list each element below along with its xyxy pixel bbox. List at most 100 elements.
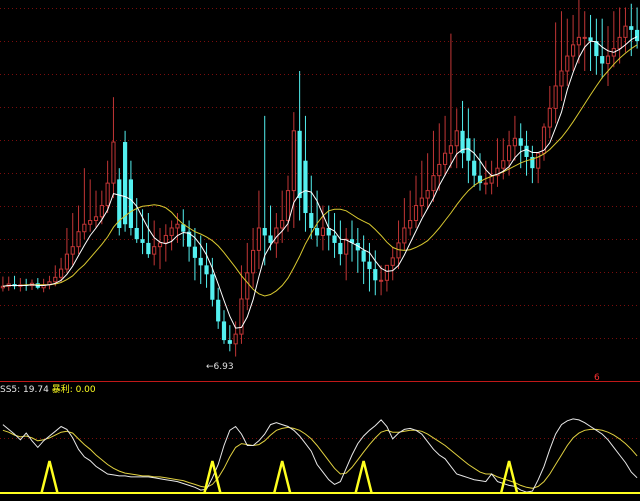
candle bbox=[88, 179, 93, 232]
candle-body-up bbox=[239, 298, 244, 335]
candle-body-down bbox=[472, 160, 477, 176]
candle bbox=[169, 220, 174, 251]
candle bbox=[437, 123, 442, 191]
indicator-signal-line bbox=[2, 426, 638, 489]
candle-body-down bbox=[303, 160, 308, 214]
candle-body-down bbox=[192, 246, 198, 258]
candle-body-up bbox=[233, 333, 238, 345]
candle-body-up bbox=[58, 268, 64, 278]
candle-body-down bbox=[122, 142, 128, 225]
candle-body-up bbox=[582, 36, 587, 39]
candle-body-up bbox=[93, 216, 99, 222]
indicator-ss5-line bbox=[2, 418, 638, 493]
candle-body-up bbox=[320, 227, 326, 236]
candle-body-up bbox=[501, 160, 506, 169]
candle-body-up bbox=[378, 279, 384, 282]
candle-body-up bbox=[431, 175, 436, 192]
candle bbox=[472, 138, 477, 187]
candle bbox=[634, 7, 640, 49]
candle-body-down bbox=[297, 130, 302, 199]
candle bbox=[617, 7, 622, 64]
candle bbox=[477, 153, 483, 191]
candle-body-down bbox=[134, 227, 139, 240]
candle bbox=[425, 153, 430, 210]
candle bbox=[506, 130, 512, 176]
candle-body-down bbox=[146, 242, 151, 255]
candle bbox=[565, 18, 570, 86]
indicator-name: SS5: bbox=[0, 385, 24, 395]
candle bbox=[204, 242, 209, 288]
candle bbox=[524, 130, 529, 176]
candle bbox=[413, 175, 419, 228]
candle bbox=[489, 160, 494, 195]
candle bbox=[408, 190, 413, 236]
candle-body-down bbox=[460, 130, 465, 154]
candle-body-down bbox=[332, 235, 337, 243]
candle bbox=[245, 242, 250, 311]
candle bbox=[367, 242, 372, 292]
candle bbox=[134, 198, 139, 243]
candle-body-up bbox=[442, 152, 448, 165]
candle bbox=[559, 11, 564, 101]
candle-body-up bbox=[483, 182, 488, 185]
candle-body-down bbox=[198, 257, 203, 266]
candle bbox=[216, 287, 221, 329]
candle-body-down bbox=[268, 235, 273, 243]
candle bbox=[547, 85, 552, 139]
candle-body-down bbox=[600, 56, 605, 64]
candle bbox=[495, 138, 500, 187]
candle-body-up bbox=[256, 227, 262, 251]
candle bbox=[314, 190, 320, 247]
candle bbox=[58, 257, 64, 282]
candle bbox=[64, 227, 70, 273]
candle bbox=[198, 235, 203, 285]
candle-body-up bbox=[570, 44, 576, 57]
candle bbox=[396, 220, 401, 270]
candle-body-up bbox=[175, 223, 180, 229]
candle-body-up bbox=[82, 223, 87, 233]
candle-body-down bbox=[216, 299, 221, 322]
candle-body-down bbox=[373, 269, 378, 281]
candle bbox=[384, 264, 390, 292]
candle bbox=[268, 205, 273, 251]
candle-body-up bbox=[617, 36, 622, 50]
candle bbox=[181, 209, 186, 247]
candle-body-down bbox=[186, 231, 192, 247]
candle bbox=[117, 168, 122, 236]
candle bbox=[355, 227, 360, 273]
candle bbox=[442, 115, 448, 176]
candle-body-up bbox=[152, 246, 157, 255]
candle-body-up bbox=[70, 246, 75, 255]
candle bbox=[35, 278, 40, 290]
candle-body-up bbox=[344, 238, 349, 255]
candle bbox=[291, 112, 296, 228]
candle bbox=[303, 115, 308, 232]
candle bbox=[338, 220, 343, 266]
candle-body-up bbox=[88, 220, 93, 225]
candle bbox=[512, 115, 518, 161]
candle bbox=[227, 325, 232, 352]
indicator-signal-value: 0.00 bbox=[75, 385, 96, 395]
candle-body-up bbox=[506, 145, 512, 162]
candle-body-up bbox=[565, 55, 570, 72]
signal-peak-1 bbox=[203, 460, 222, 494]
candle-body-up bbox=[559, 70, 564, 87]
candle bbox=[111, 97, 116, 199]
candle-body-down bbox=[309, 213, 314, 228]
candle-body-up bbox=[408, 220, 413, 229]
candle-body-down bbox=[524, 145, 529, 157]
candle bbox=[18, 278, 23, 292]
candle bbox=[483, 160, 488, 195]
candle bbox=[297, 71, 302, 221]
candle-body-up bbox=[425, 190, 430, 199]
candle-body-down bbox=[530, 156, 535, 169]
moving-average-layer bbox=[2, 36, 638, 329]
candle bbox=[582, 11, 587, 72]
candle-body-down bbox=[629, 26, 634, 30]
candle-body-down bbox=[128, 179, 134, 228]
candle-body-up bbox=[390, 257, 395, 266]
candle-body-up bbox=[402, 227, 407, 244]
candle bbox=[82, 168, 87, 240]
